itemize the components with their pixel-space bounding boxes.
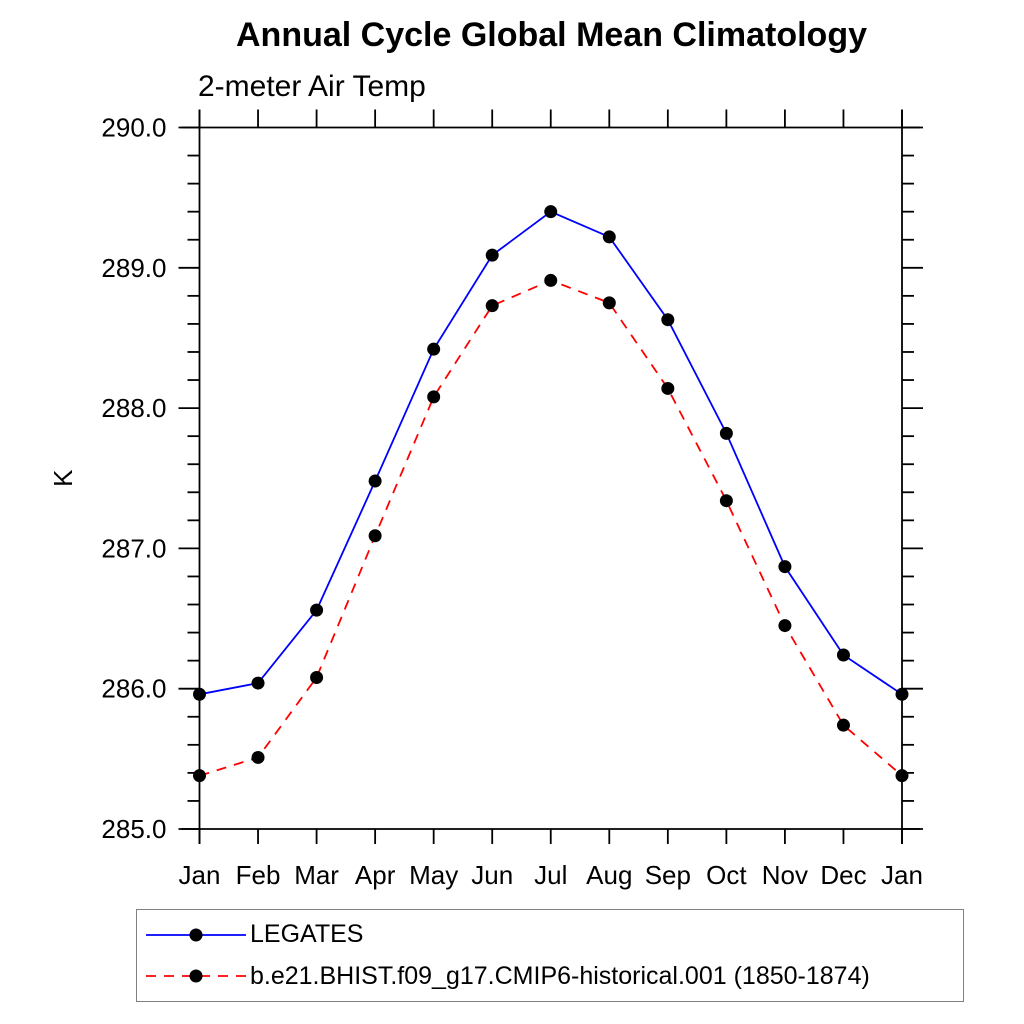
data-point-model-nov (778, 619, 792, 633)
x-tick-label: Feb (236, 860, 281, 890)
x-tick-label: Dec (820, 860, 866, 890)
legend-label-model: b.e21.BHIST.f09_g17.CMIP6-historical.001… (250, 961, 870, 990)
data-point-legates-jul (544, 205, 558, 219)
data-point-model-feb (251, 750, 265, 764)
data-point-legates-oct (719, 426, 733, 440)
x-tick-label: Jun (471, 860, 513, 890)
data-point-legates-mar (310, 603, 324, 617)
data-point-legates-dec (836, 648, 850, 662)
y-tick-label: 290.0 (101, 113, 166, 143)
x-tick-label: Nov (762, 860, 808, 890)
data-point-legates-nov (778, 560, 792, 574)
x-tick-label: Aug (586, 860, 632, 890)
x-tick-label: Jul (534, 860, 567, 890)
data-point-model-dec (836, 718, 850, 732)
data-point-legates-jan (193, 687, 206, 701)
chart-subtitle: 2-meter Air Temp (198, 70, 426, 103)
y-tick-label: 285.0 (101, 814, 166, 844)
data-point-legates-sep (661, 313, 675, 327)
x-tick-label: May (409, 860, 458, 890)
x-tick-label: Jan (881, 860, 923, 890)
data-point-legates-feb (251, 676, 265, 690)
y-tick-label: 288.0 (101, 393, 166, 423)
y-tick-label: 287.0 (101, 533, 166, 563)
y-tick-label: 286.0 (101, 674, 166, 704)
data-point-model-sep (661, 381, 675, 395)
data-point-model-aug (602, 296, 616, 310)
series-line-model (199, 279, 903, 777)
data-point-legates-aug (602, 230, 616, 244)
legend-item-model: b.e21.BHIST.f09_g17.CMIP6-historical.001… (137, 959, 963, 993)
data-point-legates-jun (485, 248, 499, 262)
data-point-model-may (427, 390, 441, 404)
legend-item-legates: LEGATES (137, 918, 963, 952)
y-tick-label: 289.0 (101, 253, 166, 283)
legend: LEGATES b.e21.BHIST.f09_g17.CMIP6-histor… (136, 909, 964, 1002)
legend-sample-dashed-line-icon (146, 969, 246, 983)
data-point-model-jan (193, 769, 206, 783)
x-tick-label: Oct (706, 860, 747, 890)
x-tick-label: Jan (179, 860, 221, 890)
data-point-legates-apr (368, 474, 382, 488)
x-tick-label: Apr (355, 860, 396, 890)
x-tick-label: Sep (645, 860, 691, 890)
data-point-model-oct (719, 494, 733, 508)
legend-sample-solid-line-icon (146, 928, 246, 942)
data-point-model-jan (895, 769, 909, 783)
data-point-model-apr (368, 529, 382, 543)
x-tick-label: Mar (294, 860, 339, 890)
data-point-model-mar (310, 670, 324, 684)
y-axis-title: K (48, 469, 78, 487)
data-point-legates-jan (895, 687, 909, 701)
data-point-legates-may (427, 342, 441, 356)
data-point-model-jun (485, 299, 499, 313)
chart-title: Annual Cycle Global Mean Climatology (236, 16, 867, 54)
legend-label-legates: LEGATES (250, 920, 364, 949)
data-point-model-jul (544, 273, 558, 287)
